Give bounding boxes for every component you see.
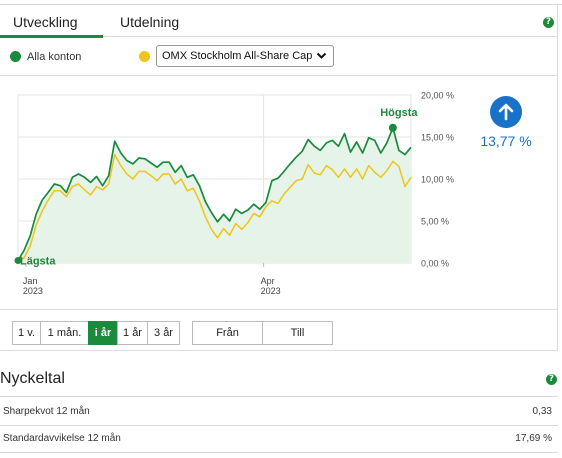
metric-value: 0,33 [532, 406, 552, 417]
nyckeltal-divider [0, 396, 558, 397]
period-button-iar[interactable]: i år [88, 321, 118, 345]
y-tick-label: 0,00 % [421, 259, 449, 269]
x-tick-year: 2023 [23, 286, 43, 296]
x-tick-month: Apr [261, 276, 275, 286]
portfolio-line [17, 126, 412, 261]
y-tick-label: 10,00 % [421, 175, 454, 185]
help-icon[interactable]: ? [543, 17, 554, 28]
series-label: Alla konton [27, 51, 82, 63]
period-button-1man[interactable]: 1 mån. [40, 321, 89, 345]
chevron-down-icon [316, 52, 327, 59]
controls-divider [0, 309, 558, 310]
low-marker [14, 256, 22, 264]
return-value: 13,77 % [480, 133, 532, 149]
low-annotation: Lägsta [20, 255, 56, 267]
to-date-button[interactable]: Till [262, 321, 333, 345]
compare-dot-icon [139, 51, 150, 62]
legend-row: Alla konton OMX Stockholm All-Share Cap [0, 38, 558, 76]
period-button-1v[interactable]: 1 v. [12, 321, 41, 345]
return-up-indicator [490, 96, 522, 128]
x-tick-month: Jan [23, 276, 38, 286]
period-button-1ar[interactable]: 1 år [117, 321, 148, 345]
arrow-up-icon [498, 103, 514, 121]
metric-value: 17,69 % [515, 433, 552, 444]
high-annotation: Högsta [380, 107, 418, 119]
row-divider [0, 452, 558, 453]
high-marker [388, 123, 397, 132]
help-icon[interactable]: ? [546, 374, 557, 385]
row-divider [0, 425, 558, 426]
from-date-button[interactable]: Från [192, 321, 263, 345]
compare-index-value: OMX Stockholm All-Share Cap [162, 50, 313, 62]
tab-bar: Utveckling Utdelning ? [0, 5, 558, 38]
y-tick-label: 5,00 % [421, 217, 449, 227]
x-tick-year: 2023 [261, 286, 281, 296]
active-tab-indicator [0, 35, 103, 38]
nyckeltal-heading: Nyckeltal [0, 370, 65, 387]
period-button-3ar[interactable]: 3 år [147, 321, 180, 345]
compare-index-select[interactable]: OMX Stockholm All-Share Cap [156, 45, 334, 67]
tab-utdelning[interactable]: Utdelning [120, 14, 180, 30]
y-tick-label: 20,00 % [421, 91, 454, 101]
series-dot-icon [10, 51, 21, 62]
tab-utveckling[interactable]: Utveckling [13, 14, 78, 30]
top-divider [0, 4, 562, 5]
metric-label: Sharpekvot 12 mån [3, 406, 90, 417]
index-line [17, 153, 412, 262]
performance-card: Utveckling Utdelning ? Alla konton OMX S… [0, 5, 558, 351]
series-area [18, 127, 411, 263]
y-tick-label: 15,00 % [421, 133, 454, 143]
metric-label: Standardavvikelse 12 mån [3, 433, 121, 444]
performance-chart: 20,00 %15,00 %10,00 %5,00 %0,00 %Jan2023… [14, 91, 454, 296]
